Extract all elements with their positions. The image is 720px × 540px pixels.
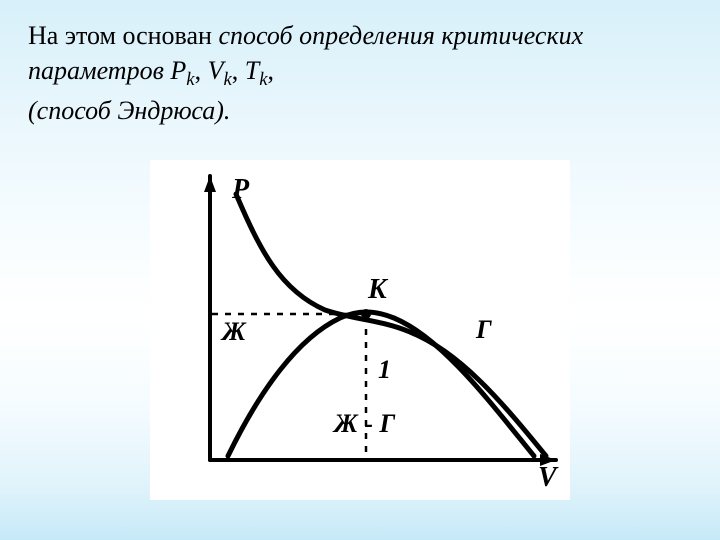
label-k: K [367, 274, 389, 305]
sep2: , [232, 56, 245, 85]
param-v: V [208, 56, 224, 85]
label-one: 1 [378, 355, 391, 384]
param-t-sub: k [259, 69, 267, 90]
param-v-sub: k [223, 69, 231, 90]
param-p: P [170, 56, 186, 85]
sep3: , [268, 56, 275, 85]
diagram-bg [150, 160, 570, 500]
param-p-sub: k [186, 69, 194, 90]
x-axis-label: V [538, 462, 559, 493]
label-zhg: Ж - Г [332, 409, 396, 438]
y-axis-label: P [231, 174, 250, 205]
sep1: , [195, 56, 208, 85]
critical-point [361, 309, 371, 319]
param-t: T [245, 56, 259, 85]
label-g: Г [475, 315, 492, 344]
label-zh: Ж [220, 317, 247, 346]
header-text: На этом основан способ определения крити… [0, 0, 720, 128]
phase-diagram: P V K Ж Г 1 Ж - Г [150, 160, 570, 500]
note-text: (способ Эндрюса). [28, 96, 230, 125]
diagram-svg: P V K Ж Г 1 Ж - Г [150, 160, 570, 500]
intro-text: На этом основан [28, 21, 218, 50]
